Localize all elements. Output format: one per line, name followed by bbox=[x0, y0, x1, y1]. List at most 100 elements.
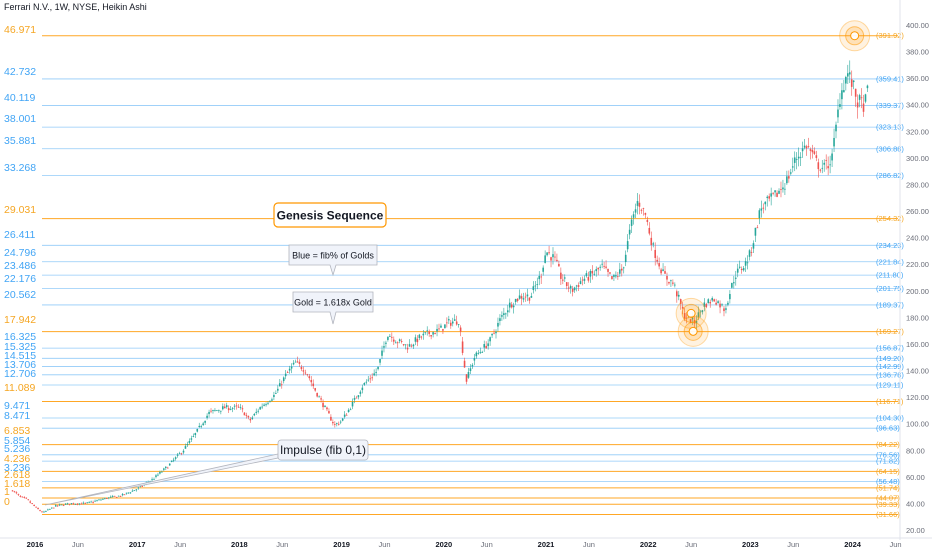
candle-body-266 bbox=[534, 285, 537, 287]
candle-body-148 bbox=[302, 370, 305, 372]
candle-body-48 bbox=[106, 498, 108, 500]
candle-body-313 bbox=[626, 241, 629, 250]
candle-body-397 bbox=[791, 166, 794, 168]
candle-body-155 bbox=[316, 392, 318, 397]
fib-value-14-515: (142.99) bbox=[876, 362, 904, 371]
candle-body-358 bbox=[715, 302, 717, 305]
fib-label-33-268: 33.268 bbox=[4, 162, 36, 174]
candle-body-353 bbox=[705, 304, 708, 308]
candle-body-57 bbox=[123, 494, 126, 496]
candle-body-199 bbox=[402, 344, 405, 346]
fib-value-23-486: (211.80) bbox=[876, 271, 904, 280]
candle-body-77 bbox=[163, 468, 165, 470]
candle-body-231 bbox=[465, 374, 468, 382]
candle-body-366 bbox=[731, 282, 733, 288]
fib-value-20-562: (189.37) bbox=[876, 300, 904, 309]
candle-body-32 bbox=[74, 503, 77, 505]
candle-body-62 bbox=[133, 490, 136, 492]
gold-note-label: Gold = 1.618x Gold bbox=[294, 298, 372, 308]
candle-body-179 bbox=[363, 383, 366, 385]
time-axis[interactable]: 2016 Jun 2017 Jun 2018 Jun 2019 Jun 2020 Jun 2021 J… bbox=[0, 537, 932, 549]
impulse-callout bbox=[277, 439, 369, 461]
candle-body-184 bbox=[373, 373, 375, 376]
candle-body-139 bbox=[284, 373, 287, 377]
candle-body-304 bbox=[609, 272, 611, 274]
candle-body-394 bbox=[786, 176, 788, 184]
candle-body-197 bbox=[398, 339, 401, 342]
fib-label-17-942: 17.942 bbox=[4, 314, 36, 326]
time-tick-16: 2024 bbox=[844, 540, 862, 549]
candle-body-352 bbox=[703, 302, 706, 307]
candle-body-115 bbox=[237, 406, 240, 408]
candle-body-5 bbox=[21, 496, 24, 498]
candle-body-259 bbox=[520, 296, 523, 299]
candle-body-84 bbox=[176, 454, 179, 456]
candle-body-406 bbox=[809, 149, 812, 151]
candle-body-336 bbox=[672, 282, 674, 284]
time-tick-13: Jun bbox=[685, 540, 697, 549]
candle-body-255 bbox=[512, 305, 515, 308]
candle-body-385 bbox=[768, 196, 770, 199]
candle-body-142 bbox=[290, 366, 293, 369]
candle-body-371 bbox=[740, 268, 743, 271]
candle-body-138 bbox=[282, 377, 285, 382]
fib-levels-layer: 46.971 (391.92) 42.732 (359.41) 40.119 (339.3… bbox=[4, 24, 904, 519]
candle-body-329 bbox=[658, 263, 660, 267]
time-tick-7: Jun bbox=[378, 540, 390, 549]
time-tick-0: 2016 bbox=[27, 540, 44, 549]
candle-body-37 bbox=[84, 502, 87, 504]
candle-body-183 bbox=[371, 377, 373, 379]
candle-body-357 bbox=[713, 299, 715, 302]
fib-label-12-706: 12.706 bbox=[4, 368, 36, 380]
candle-body-64 bbox=[137, 487, 140, 489]
fib-label-20-562: 20.562 bbox=[4, 289, 36, 301]
candle-body-273 bbox=[548, 252, 550, 254]
candle-body-107 bbox=[222, 406, 224, 410]
candle-body-74 bbox=[157, 474, 159, 476]
fib-label-1: 1 bbox=[4, 486, 10, 498]
candle-body-214 bbox=[432, 332, 434, 335]
fib-label-3-236: 3.236 bbox=[4, 462, 30, 474]
candle-body-165 bbox=[336, 423, 338, 424]
candle-body-277 bbox=[556, 259, 558, 262]
fib-value-3-236: (56.48) bbox=[876, 477, 900, 486]
candle-body-354 bbox=[707, 299, 710, 304]
candle-body-267 bbox=[536, 284, 539, 285]
candle-body-339 bbox=[677, 294, 680, 297]
candle-body-94 bbox=[196, 428, 199, 432]
candle-body-332 bbox=[664, 271, 666, 274]
candle-body-403 bbox=[803, 145, 806, 148]
candle-body-137 bbox=[280, 384, 283, 386]
candle-body-318 bbox=[636, 201, 639, 206]
candle-body-400 bbox=[797, 156, 800, 159]
candle-body-399 bbox=[795, 159, 798, 160]
candle-body-431 bbox=[858, 95, 861, 100]
candle-body-384 bbox=[766, 196, 769, 199]
candle-body-52 bbox=[113, 495, 116, 497]
candle-body-106 bbox=[220, 410, 222, 412]
candle-body-261 bbox=[524, 296, 527, 298]
price-tick-160: 160.00 bbox=[906, 340, 929, 349]
fib-label-22-176: 22.176 bbox=[4, 273, 36, 285]
candle-body-40 bbox=[90, 501, 92, 503]
candle-body-256 bbox=[514, 298, 517, 302]
candle-body-258 bbox=[518, 295, 521, 299]
candle-body-146 bbox=[298, 361, 301, 364]
candle-body-430 bbox=[856, 102, 859, 108]
candle-body-370 bbox=[738, 266, 741, 268]
candle-body-187 bbox=[379, 359, 381, 363]
candle-body-160 bbox=[326, 407, 328, 410]
candle-body-288 bbox=[577, 285, 580, 287]
candle-body-28 bbox=[66, 503, 69, 505]
price-axis[interactable]: 20.00 40.00 60.00 80.00 100.00 120.00 140.00 16… bbox=[899, 0, 929, 540]
candle-body-45 bbox=[100, 499, 102, 501]
candle-body-2 bbox=[15, 492, 18, 494]
candle-body-8 bbox=[27, 499, 30, 501]
candle-body-182 bbox=[369, 378, 372, 380]
candle-body-10 bbox=[31, 503, 33, 504]
candle-body-420 bbox=[837, 109, 839, 118]
candle-body-427 bbox=[850, 79, 853, 87]
candle-body-173 bbox=[351, 402, 354, 407]
candle-body-292 bbox=[585, 273, 588, 277]
